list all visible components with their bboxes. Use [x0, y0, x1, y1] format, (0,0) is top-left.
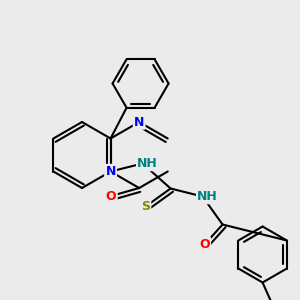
Text: O: O: [106, 190, 116, 202]
Text: NH: NH: [137, 157, 158, 170]
Text: O: O: [199, 238, 210, 251]
Text: S: S: [141, 200, 150, 213]
Text: NH: NH: [197, 190, 218, 203]
Text: N: N: [105, 165, 116, 178]
Text: N: N: [134, 116, 144, 128]
